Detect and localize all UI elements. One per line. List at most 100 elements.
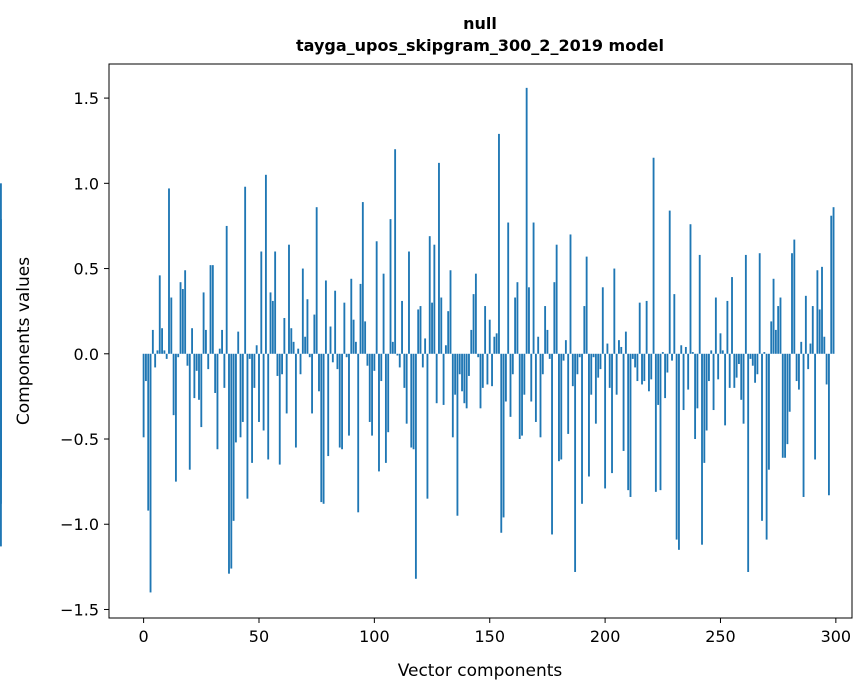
- bar-209: [624, 331, 627, 354]
- bar-231: [675, 353, 678, 540]
- bar-84: [336, 353, 339, 370]
- bar-72: [308, 353, 311, 358]
- y-tick-label: 0.0: [74, 345, 99, 364]
- bar-12: [170, 297, 173, 354]
- bar-26: [202, 292, 205, 354]
- bar-46: [248, 353, 251, 359]
- bar-177: [551, 353, 553, 535]
- bar-74: [313, 314, 316, 354]
- bars-group: [0, 87, 835, 593]
- bar-149: [486, 353, 489, 385]
- bar-223: [657, 353, 660, 405]
- bar-215: [638, 302, 641, 354]
- bar-19: [186, 353, 189, 366]
- bar-166: [525, 87, 528, 354]
- bar-158: [507, 222, 510, 354]
- bar-222: [654, 353, 657, 492]
- bar-241: [698, 254, 701, 354]
- bar-274: [774, 329, 777, 354]
- bar-63: [288, 244, 290, 354]
- x-tick-label: 50: [249, 627, 269, 646]
- bar-180: [558, 353, 560, 462]
- bar-156: [502, 353, 505, 518]
- bar-282: [793, 239, 796, 354]
- bar-200: [604, 353, 607, 489]
- bar-227: [666, 353, 669, 373]
- bar-70: [304, 336, 307, 354]
- bar-100: [373, 353, 376, 371]
- bar-195: [592, 353, 595, 358]
- bar-56: [271, 300, 274, 354]
- bar-43: [241, 353, 244, 422]
- bar-229: [671, 353, 673, 361]
- bar-179: [555, 244, 558, 354]
- bar-29: [209, 265, 212, 354]
- bar-245: [708, 353, 710, 382]
- bar-261: [744, 254, 747, 354]
- bar-208: [622, 353, 625, 451]
- bar-23: [195, 353, 198, 371]
- bar-122: [424, 338, 427, 354]
- bar-293: [818, 309, 821, 354]
- bar-281: [791, 253, 793, 354]
- bar-146: [479, 353, 482, 409]
- bar-undefined: [0, 295, 2, 354]
- bar-169: [532, 222, 535, 354]
- bar-109: [394, 149, 397, 354]
- bar-249: [717, 353, 720, 380]
- bar-278: [784, 353, 787, 458]
- bar-279: [786, 353, 789, 445]
- bar-197: [597, 353, 600, 378]
- bar-139: [463, 353, 466, 404]
- bar-254: [728, 353, 731, 388]
- bar-157: [504, 353, 507, 402]
- bar-37: [228, 353, 230, 574]
- bar-161: [514, 297, 517, 354]
- bar-225: [661, 352, 664, 354]
- bar-255: [731, 277, 733, 354]
- bar-112: [401, 300, 403, 354]
- bar-53: [264, 174, 267, 354]
- bar-192: [585, 256, 588, 354]
- bar-242: [701, 353, 703, 545]
- bar-163: [518, 353, 521, 440]
- bar-210: [627, 353, 630, 491]
- bar-239: [694, 353, 697, 440]
- bar-22: [193, 353, 196, 399]
- bar-110: [396, 353, 399, 356]
- bar-292: [816, 270, 819, 354]
- bar-114: [405, 353, 408, 424]
- bar-193: [588, 353, 590, 477]
- bar-257: [735, 353, 738, 378]
- x-axis-title: Vector components: [398, 661, 563, 681]
- bar-83: [334, 290, 337, 354]
- bar-154: [498, 133, 500, 354]
- bar-81: [329, 326, 332, 354]
- bar-111: [398, 353, 401, 368]
- bar-17: [181, 289, 184, 354]
- bar-2: [147, 353, 150, 511]
- bar-96: [364, 321, 367, 354]
- bar-285: [800, 341, 803, 354]
- bar-159: [509, 353, 512, 417]
- bar-126: [433, 244, 436, 354]
- bar-191: [583, 306, 586, 354]
- bar-116: [410, 353, 413, 448]
- bar-95: [361, 202, 364, 354]
- bar-268: [761, 353, 763, 521]
- y-tick-label: −1.0: [60, 515, 99, 534]
- bar-284: [798, 353, 800, 390]
- bar-62: [285, 353, 288, 414]
- bar-297: [828, 353, 830, 496]
- bar-258: [738, 353, 740, 365]
- bar-219: [648, 353, 650, 392]
- bar-66: [294, 353, 297, 448]
- bar-171: [537, 336, 540, 354]
- bar-121: [421, 353, 424, 368]
- bar-162: [516, 282, 519, 354]
- x-tick-label: 150: [474, 627, 505, 646]
- bar-216: [641, 353, 643, 385]
- bar-16: [179, 282, 182, 354]
- bar-185: [569, 234, 572, 354]
- bar-132: [447, 311, 450, 354]
